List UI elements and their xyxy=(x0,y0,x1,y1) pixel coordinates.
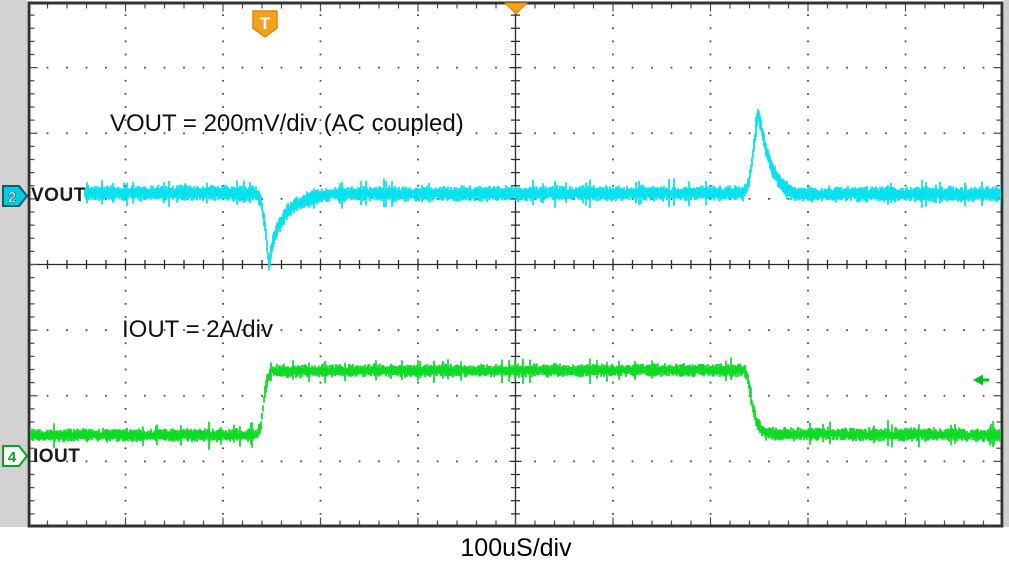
trigger-t-badge-text: T xyxy=(260,14,271,33)
channel-4-badge: 4 xyxy=(2,445,29,467)
vout-scale-annotation: VOUT = 200mV/div (AC coupled) xyxy=(110,110,464,137)
plot-area xyxy=(27,1,1004,528)
channel-2-badge: 2 xyxy=(2,185,29,207)
edge-ticks xyxy=(29,3,1002,526)
traces xyxy=(30,109,1001,450)
trace-iout xyxy=(30,357,1001,450)
channel-4-badge-number: 4 xyxy=(8,449,17,466)
level-arrow-head xyxy=(973,374,983,386)
right-gutter xyxy=(1004,0,1009,527)
channel-4-label: IOUT xyxy=(33,446,81,467)
graticule xyxy=(27,1,1004,528)
trigger-t-badge-shape xyxy=(252,10,278,38)
center-crosshair xyxy=(28,2,1003,527)
channel-4-badge-shape xyxy=(2,445,29,467)
iout-scale-annotation: IOUT = 2A/div xyxy=(122,316,273,343)
trigger-position-marker xyxy=(503,2,529,15)
trigger-t-badge: T xyxy=(252,10,278,38)
left-gutter xyxy=(0,0,27,527)
ch4-trigger-level-arrow xyxy=(973,374,989,386)
channel-2-label: VOUT xyxy=(31,185,86,206)
trace-vout xyxy=(84,109,1001,271)
timebase-label: 100uS/div xyxy=(460,534,572,562)
channel-2-badge-shape xyxy=(2,185,29,207)
channel-2-badge-number: 2 xyxy=(8,189,16,206)
